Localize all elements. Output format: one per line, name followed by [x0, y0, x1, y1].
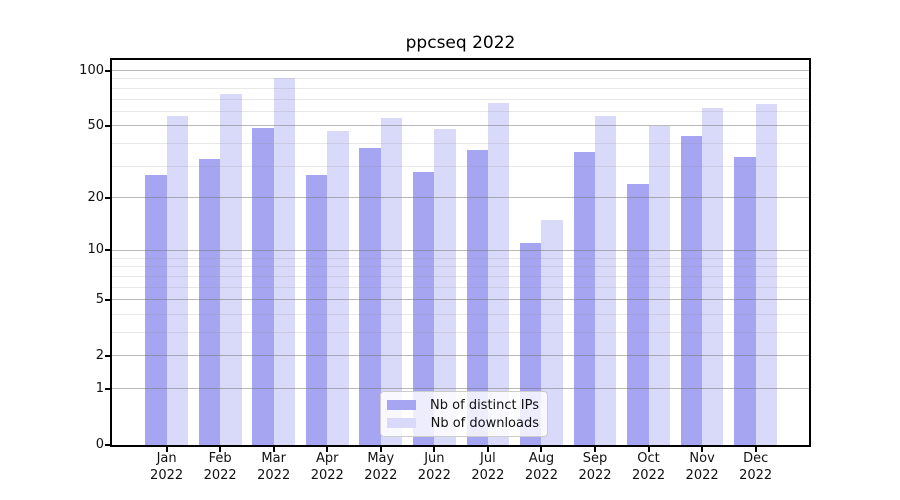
bar-nov-distinct-ips: [680, 136, 703, 445]
y-tick-label-1: 1: [95, 380, 104, 396]
y-tick-label-20: 20: [87, 189, 104, 205]
y-tick-mark: [105, 124, 110, 127]
bar-dec-distinct-ips: [734, 156, 756, 445]
x-tick-label-jan: Jan 2022: [150, 451, 184, 483]
bar-feb-downloads: [220, 93, 242, 445]
legend-label-downloads: Nb of downloads: [430, 415, 539, 431]
x-tick-mark: [701, 447, 704, 452]
bar-feb-distinct-ips: [198, 158, 221, 445]
x-tick-label-nov: Nov 2022: [685, 451, 719, 483]
legend-item-downloads: Nb of downloads: [387, 416, 539, 431]
x-tick-label-mar: Mar 2022: [257, 451, 291, 483]
legend-swatch-distinct-ips-icon: [387, 400, 416, 410]
x-tick-mark: [326, 447, 329, 452]
x-tick-label-feb: Feb 2022: [203, 451, 237, 483]
y-tick-mark: [105, 249, 110, 252]
bar-jun-downloads: [434, 129, 456, 445]
legend: Nb of distinct IPs Nb of downloads: [380, 391, 548, 437]
bar-jan-distinct-ips: [145, 174, 167, 445]
bar-jan-downloads: [166, 115, 188, 445]
x-tick-mark: [754, 447, 757, 452]
x-tick-mark: [379, 447, 382, 452]
y-tick-mark: [105, 298, 110, 301]
bar-jul-downloads: [487, 102, 510, 445]
x-tick-label-sep: Sep 2022: [578, 451, 612, 483]
bar-mar-distinct-ips: [252, 127, 274, 445]
bar-oct-downloads: [648, 125, 670, 445]
bar-sep-downloads: [595, 115, 617, 445]
legend-item-distinct-ips: Nb of distinct IPs: [387, 398, 539, 413]
y-tick-label-2: 2: [95, 347, 104, 363]
y-tick-mark: [105, 196, 110, 199]
plot-area: Nb of distinct IPs Nb of downloads: [110, 58, 811, 447]
x-tick-mark: [486, 447, 489, 452]
bar-jun-distinct-ips: [412, 171, 435, 445]
legend-swatch-downloads-icon: [387, 418, 416, 428]
x-tick-mark: [594, 447, 596, 452]
x-tick-mark: [272, 447, 275, 452]
y-tick-mark: [105, 69, 110, 72]
bar-may-downloads: [380, 118, 403, 445]
x-tick-mark: [647, 447, 650, 452]
x-tick-label-jun: Jun 2022: [417, 451, 451, 483]
y-tick-label-0: 0: [95, 437, 104, 452]
y-tick-label-5: 5: [95, 291, 104, 307]
bar-sep-distinct-ips: [573, 152, 595, 445]
chart-title: ppcseq 2022: [405, 33, 516, 53]
bar-may-distinct-ips: [359, 147, 381, 445]
x-tick-mark: [540, 447, 543, 452]
bar-oct-distinct-ips: [627, 183, 649, 445]
bar-apr-distinct-ips: [305, 174, 328, 445]
x-tick-label-may: May 2022: [364, 451, 398, 483]
y-tick-label-100: 100: [79, 62, 104, 78]
bar-jul-distinct-ips: [466, 149, 488, 445]
y-tick-label-10: 10: [87, 242, 104, 258]
x-tick-label-apr: Apr 2022: [310, 451, 344, 483]
x-tick-label-dec: Dec 2022: [739, 451, 773, 483]
x-tick-label-oct: Oct 2022: [632, 451, 666, 483]
bar-mar-downloads: [273, 78, 296, 445]
y-tick-mark: [105, 444, 110, 446]
x-tick-label-aug: Aug 2022: [524, 451, 558, 483]
bar-apr-downloads: [327, 130, 349, 445]
legend-label-distinct-ips: Nb of distinct IPs: [430, 397, 539, 413]
bar-nov-downloads: [702, 107, 724, 445]
x-tick-mark: [219, 447, 222, 452]
x-tick-mark: [165, 447, 168, 452]
bar-dec-downloads: [755, 103, 778, 445]
x-tick-mark: [433, 447, 436, 452]
x-tick-label-jul: Jul 2022: [471, 451, 505, 483]
bars-layer: [112, 60, 809, 445]
y-tick-mark: [105, 354, 110, 357]
y-tick-mark: [105, 387, 110, 390]
y-tick-label-50: 50: [87, 117, 104, 133]
